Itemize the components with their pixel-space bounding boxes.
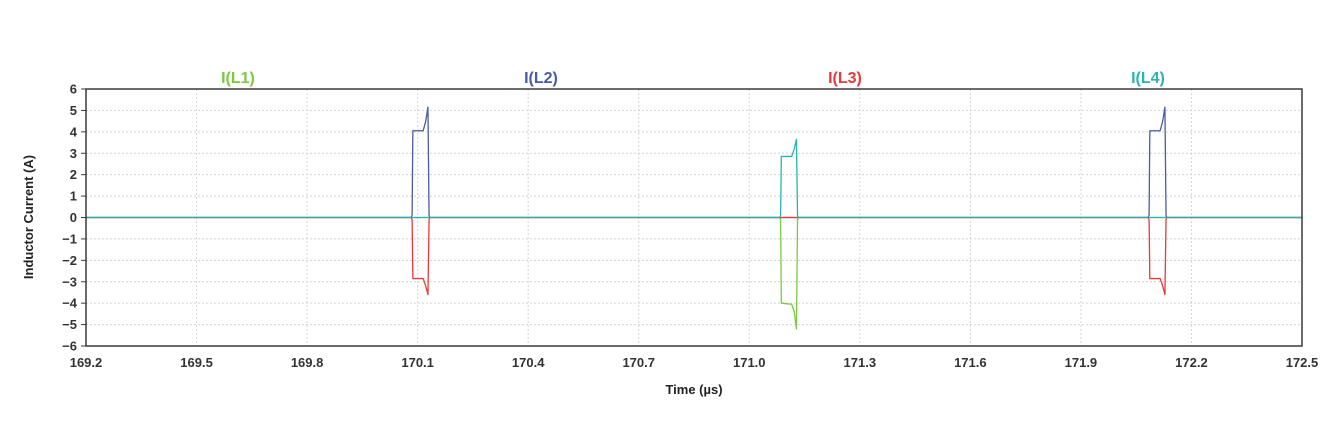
y-tick-label: −3 bbox=[62, 274, 77, 289]
x-tick-label: 170.1 bbox=[401, 355, 434, 370]
x-axis-ticks: 169.2 169.5 169.8 170.1 170.4 170.7 171.0 171.3… bbox=[70, 355, 1319, 370]
legend-item: I(L1) bbox=[221, 70, 255, 87]
series-line-il3 bbox=[86, 216, 1302, 296]
y-tick-label: 4 bbox=[70, 124, 78, 139]
x-tick-label: 169.8 bbox=[291, 355, 324, 370]
y-tick-label: −6 bbox=[62, 339, 77, 354]
y-tick-label: 0 bbox=[70, 210, 77, 225]
x-tick-label: 171.0 bbox=[733, 355, 766, 370]
x-tick-label: 169.5 bbox=[180, 355, 213, 370]
y-tick-label: −1 bbox=[62, 231, 77, 246]
series-line-il2 bbox=[86, 106, 1302, 219]
y-tick-label: −2 bbox=[62, 253, 77, 268]
legend-item: I(L3) bbox=[828, 70, 862, 87]
y-axis-ticks: 6 5 4 3 2 1 0 −1 −2 −3 −4 −5 −6 bbox=[62, 82, 86, 354]
series-group bbox=[86, 106, 1302, 330]
y-tick-label: 2 bbox=[70, 167, 77, 182]
series-line-il4 bbox=[86, 138, 1302, 219]
y-tick-label: 5 bbox=[70, 103, 77, 118]
x-tick-label: 172.5 bbox=[1286, 355, 1319, 370]
x-tick-label: 171.3 bbox=[844, 355, 877, 370]
x-tick-label: 169.2 bbox=[70, 355, 103, 370]
x-tick-label: 171.9 bbox=[1065, 355, 1098, 370]
y-axis-title: Inductor Current (A) bbox=[21, 155, 36, 279]
y-tick-label: 1 bbox=[70, 189, 77, 204]
y-tick-label: −4 bbox=[62, 296, 78, 311]
legend: I(L1) I(L2) I(L3) I(L4) bbox=[221, 70, 1165, 87]
series-line-il1 bbox=[86, 216, 1302, 330]
x-tick-label: 172.2 bbox=[1175, 355, 1208, 370]
x-tick-label: 170.7 bbox=[622, 355, 655, 370]
x-tick-label: 170.4 bbox=[512, 355, 545, 370]
y-tick-label: 3 bbox=[70, 146, 77, 161]
y-tick-label: −5 bbox=[62, 317, 77, 332]
legend-item: I(L4) bbox=[1131, 70, 1165, 87]
y-tick-label: 6 bbox=[70, 82, 77, 97]
x-axis-title: Time (µs) bbox=[665, 382, 722, 397]
x-tick-label: 171.6 bbox=[954, 355, 987, 370]
legend-item: I(L2) bbox=[524, 70, 558, 87]
